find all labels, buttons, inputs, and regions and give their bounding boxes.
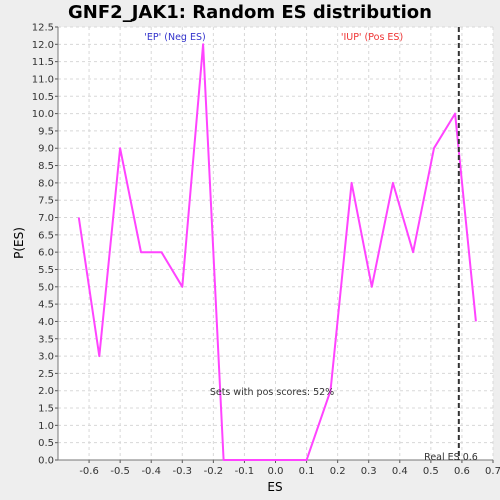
- axes: 0.0 0.5 1.0 1.5 2.0 2.5 3.0 3.5 4.0 4.5 5.0 5.5 6.0 6…: [32, 23, 500, 478]
- y-tick-label: 1.0: [38, 421, 54, 432]
- y-tick-label: 4.0: [38, 317, 54, 328]
- x-tick-label: 0.0: [268, 466, 284, 477]
- x-tick-label: 0.7: [485, 466, 500, 477]
- x-tick-label: 0.4: [392, 466, 408, 477]
- grid: [58, 26, 494, 460]
- y-tick-label: 9.5: [38, 126, 54, 137]
- y-tick-label: 3.5: [38, 334, 54, 345]
- x-tick-label: -0.4: [141, 466, 161, 477]
- y-tick-label: 11.0: [32, 74, 54, 85]
- x-tick-label: 0.2: [330, 466, 346, 477]
- y-tick-label: 10.0: [32, 109, 54, 120]
- pos-es-label: 'IUP' (Pos ES): [341, 32, 403, 43]
- y-tick-label: 8.5: [38, 161, 54, 172]
- y-tick-label: 8.0: [38, 178, 54, 189]
- neg-es-label: 'EP' (Neg ES): [144, 32, 205, 43]
- y-tick-label: 7.0: [38, 213, 54, 224]
- y-tick-label: 7.5: [38, 196, 54, 207]
- x-tick-label: -0.6: [79, 466, 99, 477]
- y-tick-label: 1.5: [38, 404, 54, 415]
- y-tick-label: 3.0: [38, 352, 54, 363]
- y-tick-label: 9.0: [38, 144, 54, 155]
- series-layer: [77, 43, 477, 461]
- x-axis-label: ES: [267, 480, 282, 494]
- x-tick-label: -0.2: [204, 466, 224, 477]
- y-tick-label: 2.0: [38, 386, 54, 397]
- x-tick-label: 0.3: [361, 466, 377, 477]
- y-tick-label: 0.5: [38, 438, 54, 449]
- chart-title: GNF2_JAK1: Random ES distribution: [68, 2, 432, 23]
- y-tick-label: 12.5: [32, 23, 54, 34]
- x-tick-label: -0.3: [173, 466, 193, 477]
- y-tick-label: 5.5: [38, 265, 54, 276]
- x-tick-label: 0.6: [454, 466, 470, 477]
- x-tick-label: -0.5: [110, 466, 130, 477]
- y-tick-label: 5.0: [38, 282, 54, 293]
- y-tick-label: 11.5: [32, 57, 54, 68]
- y-tick-label: 4.5: [38, 300, 54, 311]
- x-tick-label: -0.1: [235, 466, 255, 477]
- real-es-annotation: Real ES 0.6: [424, 452, 478, 463]
- es-distribution-line: [77, 43, 477, 461]
- y-axis-label: P(ES): [12, 227, 26, 259]
- y-tick-label: 12.0: [32, 40, 54, 51]
- y-tick-label: 0.0: [38, 456, 54, 467]
- y-tick-label: 10.5: [32, 92, 54, 103]
- x-tick-label: 0.5: [423, 466, 439, 477]
- x-tick-label: 0.1: [299, 466, 315, 477]
- y-tick-label: 6.5: [38, 230, 54, 241]
- y-tick-label: 2.5: [38, 369, 54, 380]
- y-tick-label: 6.0: [38, 248, 54, 259]
- pos-scores-annotation: Sets with pos scores: 52%: [210, 387, 334, 398]
